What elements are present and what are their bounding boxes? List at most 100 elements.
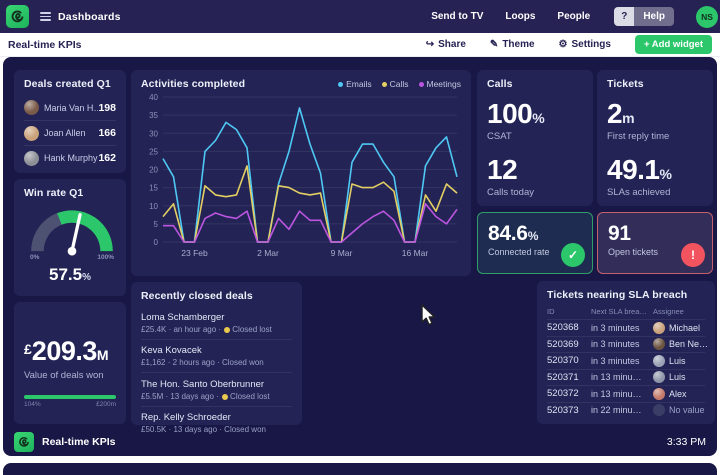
person-value: 166 — [98, 127, 116, 139]
deal-details: £1,162 · 2 hours ago · Closed won — [141, 358, 264, 367]
widget-open-tickets[interactable]: 91 Open tickets ! — [597, 212, 713, 274]
series-line-emails — [162, 107, 458, 243]
success-check-icon: ✓ — [561, 243, 585, 267]
ticket-sla-time: in 13 minu… — [591, 372, 642, 383]
menu-icon[interactable] — [40, 12, 51, 21]
assignee-avatar — [653, 371, 665, 384]
series-line-calls — [162, 165, 458, 243]
table-body: 520368 in 3 minutes Michael 520369 in 3 … — [547, 319, 709, 419]
help-button[interactable]: ? Help — [614, 7, 674, 26]
nav-send-to-tv[interactable]: Send to TV — [431, 11, 484, 22]
geckoboard-logo-icon — [14, 432, 34, 452]
widget-connected-rate[interactable]: 84.6% Connected rate ✓ — [477, 212, 593, 274]
deals-value-label: Value of deals won — [24, 370, 104, 381]
widget-deals-value[interactable]: £209.3M Value of deals won 104% £200m — [14, 302, 126, 424]
y-axis-tick: 30 — [149, 129, 158, 138]
progress-goal-label: £200m — [96, 400, 116, 408]
table-row: 520370 in 3 minutes Luis — [547, 352, 705, 369]
dashboards-nav-label[interactable]: Dashboards — [58, 10, 121, 23]
table-row: 520373 in 22 minu… No value — [547, 401, 705, 419]
geckoboard-logo-icon[interactable] — [6, 5, 29, 28]
widget-deals-created[interactable]: Deals created Q1 Maria Van H… 198 Joan A… — [14, 70, 126, 173]
deal-name: Loma Schamberger — [141, 311, 225, 323]
help-shortcut-key[interactable]: ? — [614, 7, 635, 26]
gauge-min-label: 0% — [30, 254, 40, 261]
assignee-avatar — [653, 404, 665, 417]
deal-name: The Hon. Santo Oberbrunner — [141, 378, 265, 390]
gauge-value-number: 57.5 — [49, 265, 83, 284]
stat-number: 84.6 — [488, 222, 528, 245]
y-axis-tick: 15 — [149, 184, 158, 193]
person-name: Maria Van H… — [44, 102, 99, 113]
ticket-assignee: Luis — [653, 354, 705, 367]
widget-win-rate[interactable]: Win rate Q1 0% 100% 57.5% — [14, 179, 126, 296]
series-line-meetings — [163, 203, 458, 243]
ticket-id: 520373 — [547, 404, 579, 416]
column-next-sla: Next SLA brea… — [591, 307, 647, 316]
legend-item-calls: Calls — [381, 79, 409, 89]
x-axis-tick: 23 Feb — [181, 248, 208, 258]
settings-button[interactable]: ⚙ Settings — [559, 39, 611, 50]
csat-label: CSAT — [487, 131, 512, 142]
person-avatar — [24, 150, 39, 166]
open-tickets-value: 91 — [608, 222, 631, 245]
widget-tickets[interactable]: Tickets 2m First reply time 49.1% SLAs a… — [597, 70, 713, 206]
ticket-sla-time: in 22 minu… — [591, 405, 642, 416]
y-axis-tick: 0 — [154, 238, 159, 247]
assignee-name: Michael — [669, 322, 701, 333]
legend-dot-icon — [418, 81, 424, 87]
ticket-assignee: Luis — [653, 371, 705, 384]
assignee-name: Luis — [669, 372, 686, 383]
stat-number: 2 — [607, 98, 623, 129]
help-label[interactable]: Help — [634, 7, 674, 26]
widget-calls[interactable]: Calls 100% CSAT 12 Calls today — [477, 70, 593, 206]
stat-unit: % — [532, 110, 545, 126]
stat-unit: % — [659, 166, 672, 182]
person-avatar — [24, 125, 39, 141]
widget-activities-chart[interactable]: Activities completed Emails Calls Meetings… — [131, 70, 471, 276]
legend-dot-icon — [381, 81, 387, 87]
settings-label: Settings — [571, 39, 611, 50]
x-axis-tick: 9 Mar — [331, 248, 353, 258]
person-value: 162 — [98, 152, 116, 164]
widget-title: Tickets — [607, 78, 644, 90]
ticket-id: 520369 — [547, 338, 579, 350]
dashboard-title: Real-time KPIs — [8, 38, 82, 51]
theme-button[interactable]: ✎ Theme — [490, 39, 535, 50]
widget-recent-deals[interactable]: Recently closed deals Loma Schamberger £… — [131, 282, 302, 434]
ticket-assignee: Ben Ne… — [653, 338, 709, 351]
gauge-value-unit: % — [82, 272, 91, 283]
stat-number: 49.1 — [607, 154, 660, 185]
widget-sla-table[interactable]: Tickets nearing SLA breach ID Next SLA b… — [537, 281, 715, 424]
legend-item-emails: Emails — [338, 79, 372, 89]
progress-bar — [24, 395, 116, 399]
y-axis-tick: 20 — [149, 166, 158, 175]
assignee-name: Luis — [669, 355, 686, 366]
y-axis-tick: 40 — [149, 93, 158, 102]
nav-people[interactable]: People — [557, 11, 591, 22]
line-chart: 0 5 10 15 20 25 30 35 40 23 Feb 2 Mar 9 Mar 16 Mar — [141, 90, 461, 267]
gauge: 0% 100% — [24, 203, 116, 263]
assignee-name: Ben Ne… — [669, 339, 709, 350]
deal-item: Rep. Kelly Schroeder £50.5K · 13 days ag… — [141, 405, 292, 440]
closed-lost-dot-icon — [224, 326, 231, 333]
deal-item: Loma Schamberger £25.4K · an hour ago · … — [141, 306, 292, 339]
add-widget-button[interactable]: + Add widget — [634, 35, 712, 54]
share-button[interactable]: ↪ Share — [426, 39, 466, 50]
table-row: 520368 in 3 minutes Michael — [547, 319, 705, 336]
alert-exclamation-icon: ! — [681, 243, 705, 267]
share-icon: ↪ — [425, 39, 435, 50]
stat-number: 12 — [487, 154, 518, 185]
user-avatar[interactable]: NS — [696, 5, 718, 28]
nav-loops[interactable]: Loops — [505, 11, 536, 22]
y-axis-tick: 25 — [149, 147, 158, 156]
stat-number: 100 — [487, 98, 533, 129]
assignee-name: Alex — [669, 388, 687, 399]
connected-rate-value: 84.6% — [488, 222, 582, 246]
dashboard-canvas: Deals created Q1 Maria Van H… 198 Joan A… — [3, 57, 717, 456]
value-number: 209.3 — [31, 336, 98, 366]
stat-unit: m — [622, 110, 635, 126]
footer-dashboard-name: Real-time KPIs — [42, 436, 116, 448]
deals-value-number: £209.3M — [24, 336, 116, 367]
widget-title: Deals created Q1 — [24, 78, 111, 90]
